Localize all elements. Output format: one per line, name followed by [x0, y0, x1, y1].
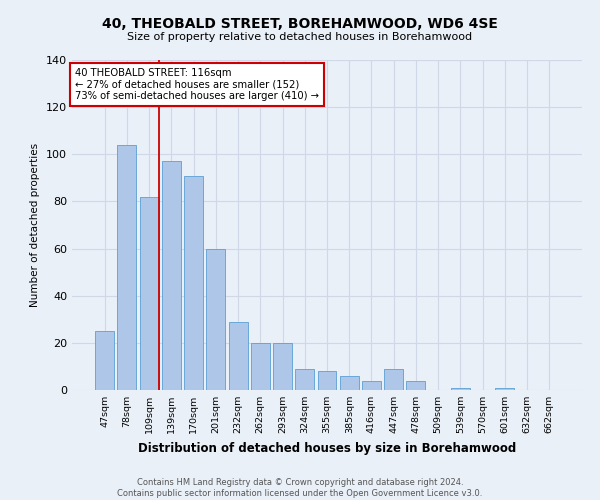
- Bar: [251, 343, 270, 390]
- Bar: [295, 369, 314, 390]
- Bar: [451, 388, 470, 390]
- Bar: [206, 248, 225, 390]
- Bar: [340, 376, 359, 390]
- Bar: [384, 369, 403, 390]
- Text: Contains HM Land Registry data © Crown copyright and database right 2024.
Contai: Contains HM Land Registry data © Crown c…: [118, 478, 482, 498]
- Bar: [118, 145, 136, 390]
- Bar: [184, 176, 203, 390]
- Text: 40 THEOBALD STREET: 116sqm
← 27% of detached houses are smaller (152)
73% of sem: 40 THEOBALD STREET: 116sqm ← 27% of deta…: [74, 68, 319, 102]
- Bar: [273, 343, 292, 390]
- X-axis label: Distribution of detached houses by size in Borehamwood: Distribution of detached houses by size …: [138, 442, 516, 454]
- Bar: [317, 371, 337, 390]
- Bar: [95, 331, 114, 390]
- Bar: [229, 322, 248, 390]
- Bar: [496, 388, 514, 390]
- Bar: [162, 162, 181, 390]
- Bar: [362, 380, 381, 390]
- Y-axis label: Number of detached properties: Number of detached properties: [31, 143, 40, 307]
- Text: Size of property relative to detached houses in Borehamwood: Size of property relative to detached ho…: [127, 32, 473, 42]
- Text: 40, THEOBALD STREET, BOREHAMWOOD, WD6 4SE: 40, THEOBALD STREET, BOREHAMWOOD, WD6 4S…: [102, 18, 498, 32]
- Bar: [140, 196, 158, 390]
- Bar: [406, 380, 425, 390]
